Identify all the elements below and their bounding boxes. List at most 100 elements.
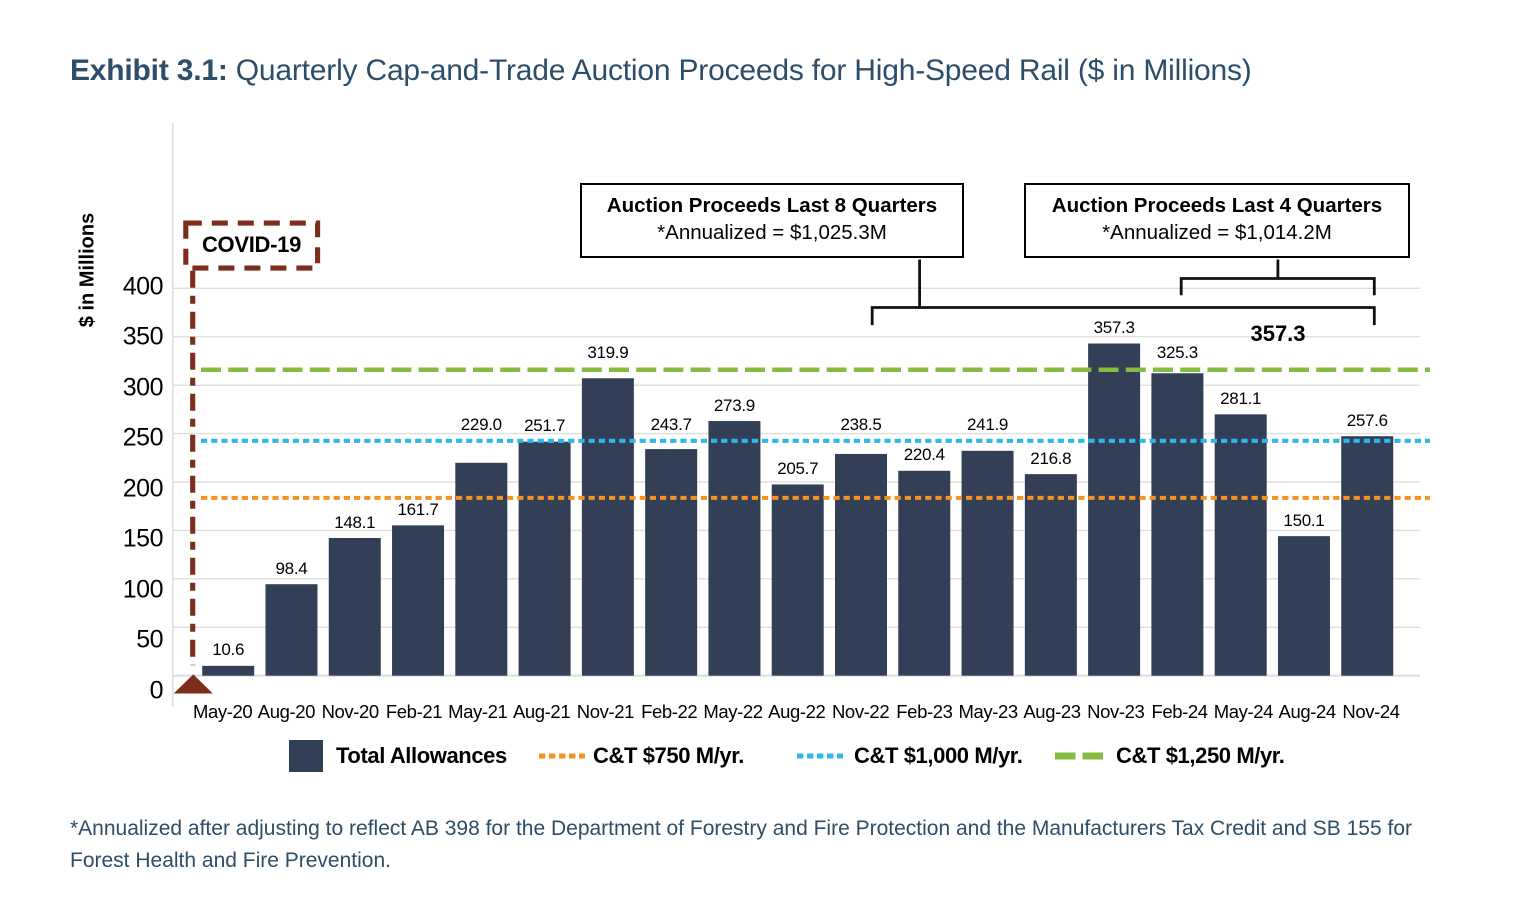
- legend-label: Total Allowances: [336, 743, 507, 768]
- bar-Nov-24: [1341, 436, 1394, 676]
- chart-title-prefix: Exhibit 3.1:: [70, 54, 228, 87]
- callout-4q-title: Auction Proceeds Last 4 Quarters: [1051, 194, 1383, 217]
- y-tick-label-350: 350: [122, 322, 164, 351]
- x-tick-label-May-23: May-23: [958, 700, 1019, 722]
- max-last-4-quarters-label: 357.3: [1250, 321, 1306, 346]
- x-tick-label-Nov-21: Nov-21: [576, 700, 635, 722]
- footnote-line-1: *Annualized after adjusting to reflect A…: [70, 817, 1413, 840]
- legend-swatch-dotted: [539, 753, 585, 759]
- bar-May-22: [708, 421, 761, 676]
- bar-value-label-Feb-24: 325.3: [1156, 342, 1198, 362]
- bar-value-label-Feb-22: 243.7: [650, 414, 692, 434]
- bar-Aug-21: [518, 441, 571, 676]
- bar-value-label-Nov-22: 238.5: [840, 414, 882, 434]
- x-tick-label-Nov-24: Nov-24: [1342, 700, 1400, 722]
- legend-swatch-dotted: [797, 753, 843, 759]
- callout-8q-title: Auction Proceeds Last 8 Quarters: [606, 194, 938, 217]
- bar-value-label-Aug-21: 251.7: [524, 416, 566, 436]
- y-tick-label-400: 400: [122, 272, 164, 301]
- x-tick-label-Aug-21: Aug-21: [512, 700, 571, 722]
- bar-Aug-23: [1024, 474, 1077, 676]
- chart-legend: Total Allowances C&T $750 M/yr. C&T $1,000…: [0, 738, 1530, 774]
- bracket-last-8-quarters: [870, 306, 1376, 326]
- bar-May-20: [202, 665, 255, 676]
- bar-May-24: [1214, 414, 1267, 676]
- bar-value-label-Feb-23: 220.4: [903, 445, 945, 465]
- bar-value-label-May-24: 281.1: [1220, 388, 1262, 408]
- bar-value-label-Feb-21: 161.7: [397, 499, 439, 519]
- bar-Aug-24: [1277, 536, 1330, 676]
- x-tick-label-Aug-20: Aug-20: [257, 700, 316, 722]
- x-tick-label-Feb-24: Feb-24: [1151, 700, 1208, 722]
- bar-value-label-Nov-20: 148.1: [334, 512, 376, 532]
- bar-value-label-Nov-21: 319.9: [587, 342, 629, 362]
- y-tick-label-200: 200: [122, 474, 164, 503]
- legend-item-1000: C&T $1,000 M/yr.: [797, 738, 1023, 774]
- bar-value-label-Aug-22: 205.7: [777, 458, 819, 478]
- y-tick-label-50: 50: [136, 625, 163, 654]
- covid-box-border: [183, 220, 321, 271]
- legend-swatch-square: [289, 740, 323, 772]
- x-tick-label-Feb-22: Feb-22: [641, 700, 698, 722]
- footnote-line-2: Forest Health and Fire Prevention.: [70, 849, 391, 872]
- x-tick-label-Nov-20: Nov-20: [321, 700, 380, 722]
- x-tick-label-Aug-22: Aug-22: [768, 700, 826, 722]
- bar-Aug-22: [771, 484, 824, 676]
- bar-Aug-20: [265, 584, 318, 676]
- x-tick-label-May-24: May-24: [1213, 700, 1274, 722]
- legend-item-total-allowances: Total Allowances: [289, 738, 507, 774]
- bar-value-label-May-22: 273.9: [713, 395, 755, 415]
- bar-Feb-24: [1151, 373, 1204, 676]
- bar-value-label-Nov-24: 257.6: [1346, 410, 1388, 430]
- x-tick-label-Feb-23: Feb-23: [896, 700, 953, 722]
- bar-value-label-Nov-23: 357.3: [1093, 317, 1135, 337]
- covid-19-annotation-box: COVID-19: [183, 220, 320, 270]
- x-tick-label-Feb-21: Feb-21: [385, 700, 443, 722]
- bar-value-label-Aug-20: 98.4: [275, 558, 308, 578]
- bar-Nov-20: [328, 538, 381, 676]
- chart-title-text: Quarterly Cap-and-Trade Auction Proceeds…: [227, 54, 1252, 87]
- y-tick-label-100: 100: [122, 575, 164, 604]
- y-tick-label-250: 250: [122, 423, 164, 452]
- chart-title: Exhibit 3.1: Quarterly Cap-and-Trade Auc…: [70, 54, 1252, 88]
- covid-event-marker-triangle: [173, 674, 213, 694]
- x-tick-label-May-20: May-20: [192, 700, 253, 722]
- bar-Feb-23: [898, 470, 951, 676]
- callout-8q-value: *Annualized = $1,025.3M: [657, 221, 887, 244]
- x-tick-label-May-22: May-22: [703, 700, 763, 722]
- bar-value-label-May-20: 10.6: [212, 640, 245, 660]
- bar-May-23: [961, 450, 1014, 676]
- bar-Feb-21: [392, 525, 445, 676]
- bar-Nov-22: [835, 453, 887, 676]
- y-tick-label-300: 300: [122, 373, 164, 402]
- legend-swatch-dashed: [1055, 752, 1103, 760]
- x-tick-label-Nov-22: Nov-22: [831, 700, 890, 722]
- bar-value-label-May-21: 229.0: [460, 414, 502, 434]
- callout-last-4-quarters: Auction Proceeds Last 4 Quarters *Annual…: [1024, 183, 1410, 258]
- bar-value-label-May-23: 241.9: [967, 414, 1009, 434]
- bracket-last-4-quarters: [1179, 277, 1376, 296]
- callout-last-8-quarters: Auction Proceeds Last 8 Quarters *Annual…: [580, 183, 964, 258]
- bar-value-label-Aug-24: 150.1: [1283, 510, 1325, 530]
- bar-Feb-22: [645, 449, 698, 676]
- y-tick-label-150: 150: [122, 524, 164, 553]
- y-tick-label-0: 0: [149, 676, 164, 705]
- bar-Nov-21: [581, 378, 634, 676]
- legend-label: C&T $1,000 M/yr.: [854, 743, 1023, 768]
- legend-label: C&T $750 M/yr.: [593, 743, 744, 768]
- bar-Nov-23: [1088, 343, 1141, 676]
- legend-label: C&T $1,250 M/yr.: [1116, 743, 1285, 768]
- legend-item-1250: C&T $1,250 M/yr.: [1055, 738, 1285, 774]
- x-tick-label-Aug-24: Aug-24: [1278, 700, 1337, 722]
- x-tick-label-Aug-23: Aug-23: [1023, 700, 1081, 722]
- footnote: *Annualized after adjusting to reflect A…: [70, 813, 1450, 877]
- x-tick-label-May-21: May-21: [448, 700, 508, 722]
- legend-item-750: C&T $750 M/yr.: [539, 738, 744, 774]
- covid-19-label: COVID-19: [201, 232, 302, 257]
- bar-May-21: [455, 462, 508, 676]
- x-tick-label-Nov-23: Nov-23: [1087, 700, 1145, 722]
- bar-value-label-Aug-23: 216.8: [1030, 448, 1072, 468]
- callout-4q-value: *Annualized = $1,014.2M: [1102, 221, 1332, 244]
